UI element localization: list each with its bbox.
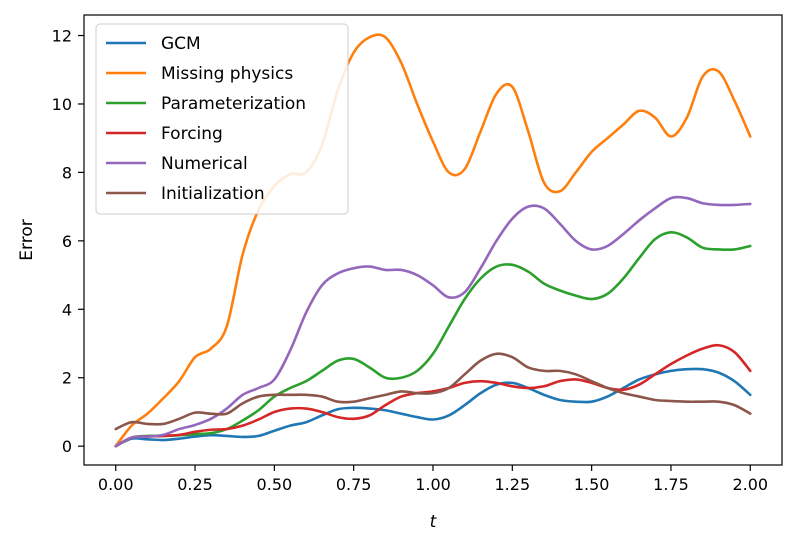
series-line-1 xyxy=(114,33,752,448)
y-tick-label: 2 xyxy=(62,369,72,388)
legend-label-2: Parameterization xyxy=(161,94,306,114)
axes: 0.00 0.25 0.50 0.75 1.00 1.25 1.50 1.75 2.00 0 2 4 6… xyxy=(17,14,783,532)
x-tick-label: 0.00 xyxy=(98,475,134,494)
y-tick-label: 0 xyxy=(62,437,72,456)
legend-label-4: Numerical xyxy=(161,154,248,174)
y-tick-label: 4 xyxy=(62,300,72,319)
x-axis-label: t xyxy=(430,512,438,532)
legend-box xyxy=(95,23,349,215)
x-tick-label: 0.50 xyxy=(257,475,293,494)
y-tick-label: 10 xyxy=(52,95,72,114)
y-tick-label: 6 xyxy=(62,232,72,251)
y-tick-label: 12 xyxy=(52,27,72,46)
x-tick-label: 1.00 xyxy=(415,475,451,494)
series-line-5 xyxy=(114,352,752,431)
x-tick-label: 1.25 xyxy=(495,475,531,494)
x-tick-label: 0.25 xyxy=(177,475,213,494)
y-tick-label: 8 xyxy=(62,163,72,182)
legend-label-5: Initialization xyxy=(161,184,265,204)
series-line-4 xyxy=(114,195,752,448)
legend-label-3: Forcing xyxy=(161,124,223,144)
series-lines xyxy=(114,33,752,448)
series-line-0 xyxy=(114,367,752,448)
x-tick-label: 1.50 xyxy=(574,475,610,494)
legend-label-1: Missing physics xyxy=(161,64,293,84)
x-tick-label: 1.75 xyxy=(653,475,689,494)
x-tick-label: 2.00 xyxy=(732,475,768,494)
series-line-3 xyxy=(114,343,752,448)
x-tick-label: 0.75 xyxy=(336,475,372,494)
legend-label-0: GCM xyxy=(161,34,201,54)
y-axis-label: Error xyxy=(17,219,37,260)
legend: GCM Missing physics Parameterization Forcin… xyxy=(95,23,349,215)
